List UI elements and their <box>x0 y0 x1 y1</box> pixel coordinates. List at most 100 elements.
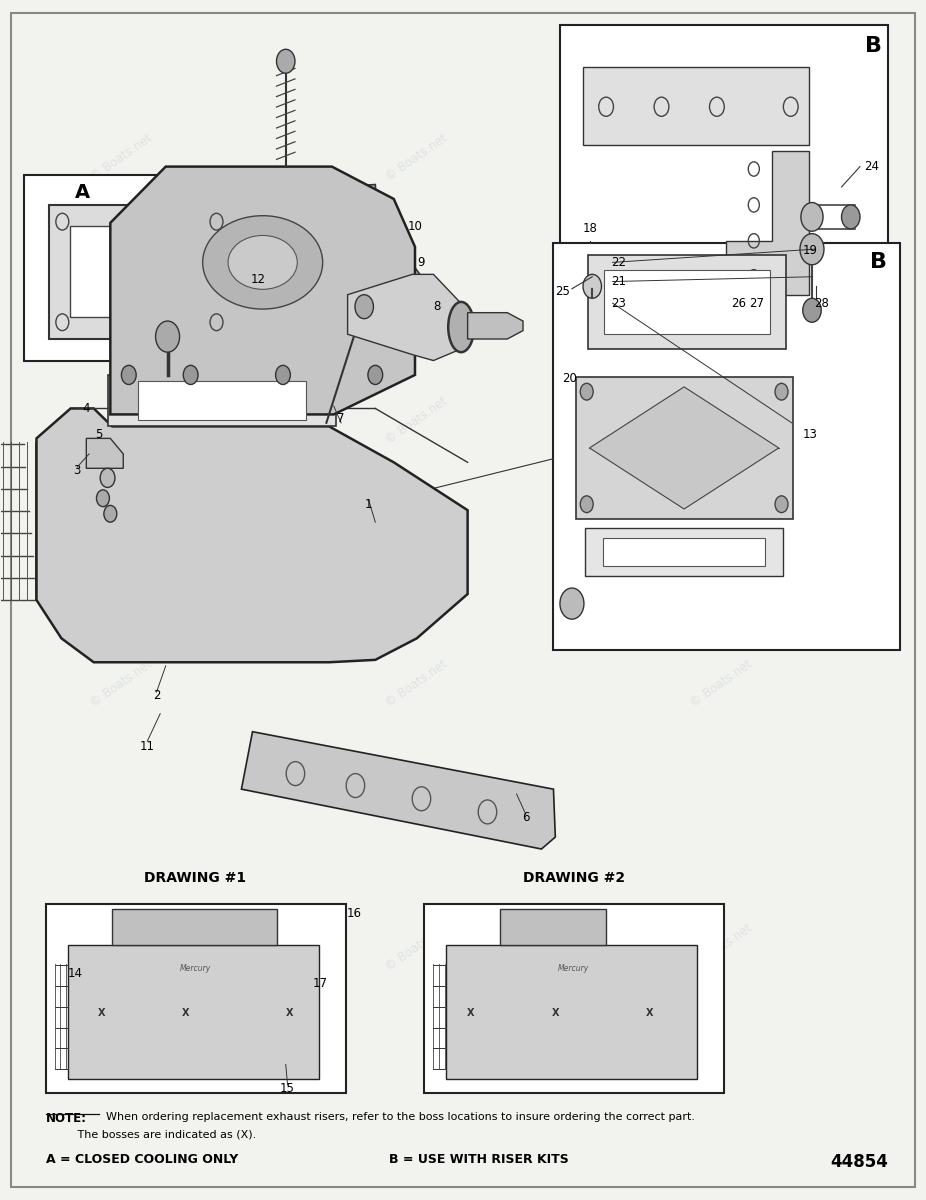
Text: 23: 23 <box>611 296 626 310</box>
Text: © Boats.net: © Boats.net <box>383 131 450 184</box>
Text: 16: 16 <box>346 907 361 920</box>
Circle shape <box>775 496 788 512</box>
Text: 19: 19 <box>803 244 818 257</box>
Bar <box>605 270 770 335</box>
Bar <box>45 904 345 1093</box>
Ellipse shape <box>203 216 322 310</box>
Polygon shape <box>110 167 415 414</box>
Text: © Boats.net: © Boats.net <box>688 131 755 184</box>
Bar <box>446 944 697 1079</box>
Text: 27: 27 <box>749 296 764 310</box>
Circle shape <box>277 49 295 73</box>
Text: 10: 10 <box>407 220 422 233</box>
Text: 8: 8 <box>433 300 441 313</box>
Circle shape <box>801 203 823 232</box>
Polygon shape <box>107 374 335 426</box>
Text: B: B <box>865 36 882 55</box>
Bar <box>49 205 230 340</box>
Circle shape <box>581 496 594 512</box>
Circle shape <box>803 299 821 323</box>
Ellipse shape <box>228 235 297 289</box>
Text: © Boats.net: © Boats.net <box>688 395 755 446</box>
Text: © Boats.net: © Boats.net <box>88 922 155 973</box>
Circle shape <box>355 295 373 319</box>
Text: 2: 2 <box>153 689 160 702</box>
Bar <box>68 944 319 1079</box>
Text: DRAWING #1: DRAWING #1 <box>144 871 246 884</box>
Text: 24: 24 <box>865 160 880 173</box>
Circle shape <box>104 505 117 522</box>
Text: 3: 3 <box>73 464 81 478</box>
Circle shape <box>183 365 198 384</box>
Text: A = CLOSED COOLING ONLY: A = CLOSED COOLING ONLY <box>45 1153 238 1166</box>
Text: 21: 21 <box>611 275 626 288</box>
Text: © Boats.net: © Boats.net <box>88 131 155 184</box>
Polygon shape <box>86 438 123 468</box>
Bar <box>554 244 900 650</box>
Text: © Boats.net: © Boats.net <box>688 658 755 710</box>
Bar <box>604 538 765 566</box>
Circle shape <box>560 588 584 619</box>
Text: 5: 5 <box>94 428 102 442</box>
Circle shape <box>800 234 824 265</box>
Text: X: X <box>97 1008 105 1018</box>
Text: A: A <box>75 184 90 203</box>
Text: 17: 17 <box>312 977 328 990</box>
Polygon shape <box>347 275 468 360</box>
Circle shape <box>121 365 136 384</box>
Bar <box>585 528 783 576</box>
Text: X: X <box>552 1008 559 1018</box>
Text: © Boats.net: © Boats.net <box>88 658 155 710</box>
Bar <box>500 908 607 944</box>
Circle shape <box>583 275 602 299</box>
Polygon shape <box>468 313 523 340</box>
Polygon shape <box>726 151 809 295</box>
Text: DRAWING #2: DRAWING #2 <box>522 871 625 884</box>
Text: X: X <box>645 1008 653 1018</box>
Polygon shape <box>297 185 432 322</box>
Bar <box>576 377 793 518</box>
Bar <box>588 256 786 348</box>
Text: 6: 6 <box>522 811 530 824</box>
Circle shape <box>96 490 109 506</box>
Text: 25: 25 <box>556 284 570 298</box>
Text: The bosses are indicated as (X).: The bosses are indicated as (X). <box>45 1129 256 1139</box>
Bar <box>112 908 277 944</box>
Circle shape <box>775 383 788 400</box>
Text: 44854: 44854 <box>830 1153 888 1171</box>
Circle shape <box>100 468 115 487</box>
Circle shape <box>276 365 291 384</box>
Text: Mercury: Mercury <box>180 965 211 973</box>
Text: © Boats.net: © Boats.net <box>688 922 755 973</box>
Text: 15: 15 <box>281 1082 295 1094</box>
Text: 18: 18 <box>583 222 598 235</box>
Text: X: X <box>286 1008 294 1018</box>
Text: 11: 11 <box>140 739 155 752</box>
Polygon shape <box>583 67 809 145</box>
Text: © Boats.net: © Boats.net <box>88 395 155 446</box>
Text: © Boats.net: © Boats.net <box>383 395 450 446</box>
Text: 20: 20 <box>562 372 577 385</box>
Polygon shape <box>242 732 556 850</box>
Text: 22: 22 <box>611 256 626 269</box>
Polygon shape <box>138 380 307 420</box>
Text: 7: 7 <box>337 412 344 425</box>
Circle shape <box>156 322 180 352</box>
Text: B: B <box>870 252 887 272</box>
Bar <box>69 227 209 318</box>
Text: 26: 26 <box>731 296 745 310</box>
Circle shape <box>842 205 860 229</box>
Text: 28: 28 <box>814 296 829 310</box>
Text: X: X <box>467 1008 474 1018</box>
Text: 9: 9 <box>418 256 425 269</box>
Text: When ordering replacement exhaust risers, refer to the boss locations to insure : When ordering replacement exhaust risers… <box>99 1112 695 1122</box>
Bar <box>424 904 724 1093</box>
Polygon shape <box>590 386 779 509</box>
Text: 14: 14 <box>68 967 82 980</box>
Text: 4: 4 <box>82 402 90 415</box>
Text: 1: 1 <box>365 498 372 511</box>
Circle shape <box>581 383 594 400</box>
Text: 13: 13 <box>803 428 818 442</box>
Text: X: X <box>182 1008 190 1018</box>
Bar <box>560 25 888 313</box>
